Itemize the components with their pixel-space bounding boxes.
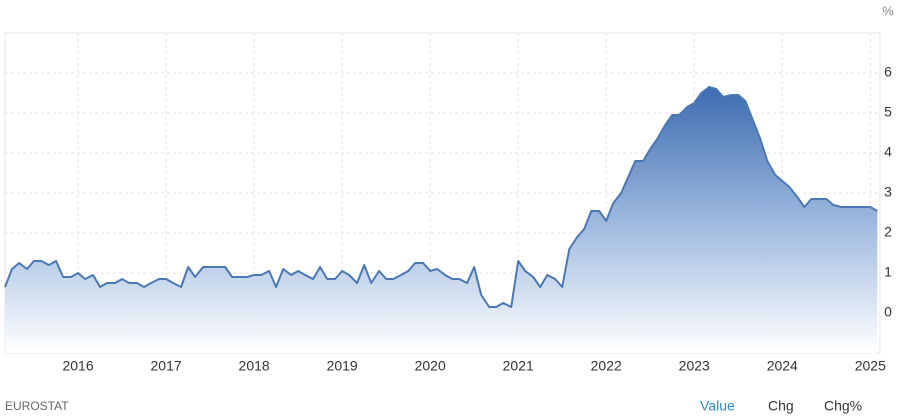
y-tick-label: 3 <box>884 184 892 200</box>
y-tick-label: 0 <box>884 304 892 320</box>
y-tick-label: 2 <box>884 224 892 240</box>
x-tick-label: 2019 <box>327 358 358 374</box>
x-tick-label: 2022 <box>591 358 622 374</box>
x-tick-label: 2017 <box>151 358 182 374</box>
line <box>4 86 878 308</box>
tab[interactable]: Chg% <box>824 398 862 414</box>
area <box>5 87 878 353</box>
source: EUROSTAT <box>5 399 69 413</box>
x-tick-label: 2025 <box>855 358 886 374</box>
x-tick-label: 2024 <box>767 358 798 374</box>
x-tick-label: 2016 <box>62 358 93 374</box>
y-tick-label: 1 <box>884 264 892 280</box>
y-tick-label: 4 <box>884 144 892 160</box>
tab[interactable]: Value <box>700 398 735 414</box>
y-tick-label: 6 <box>884 64 892 80</box>
y-tick-label: 5 <box>884 104 892 120</box>
x-tick-label: 2023 <box>679 358 710 374</box>
x-tick-label: 2020 <box>415 358 446 374</box>
tab[interactable]: Chg <box>768 398 794 414</box>
y-unit: % <box>882 3 894 18</box>
x-tick-label: 2021 <box>503 358 534 374</box>
x-tick-label: 2018 <box>239 358 270 374</box>
